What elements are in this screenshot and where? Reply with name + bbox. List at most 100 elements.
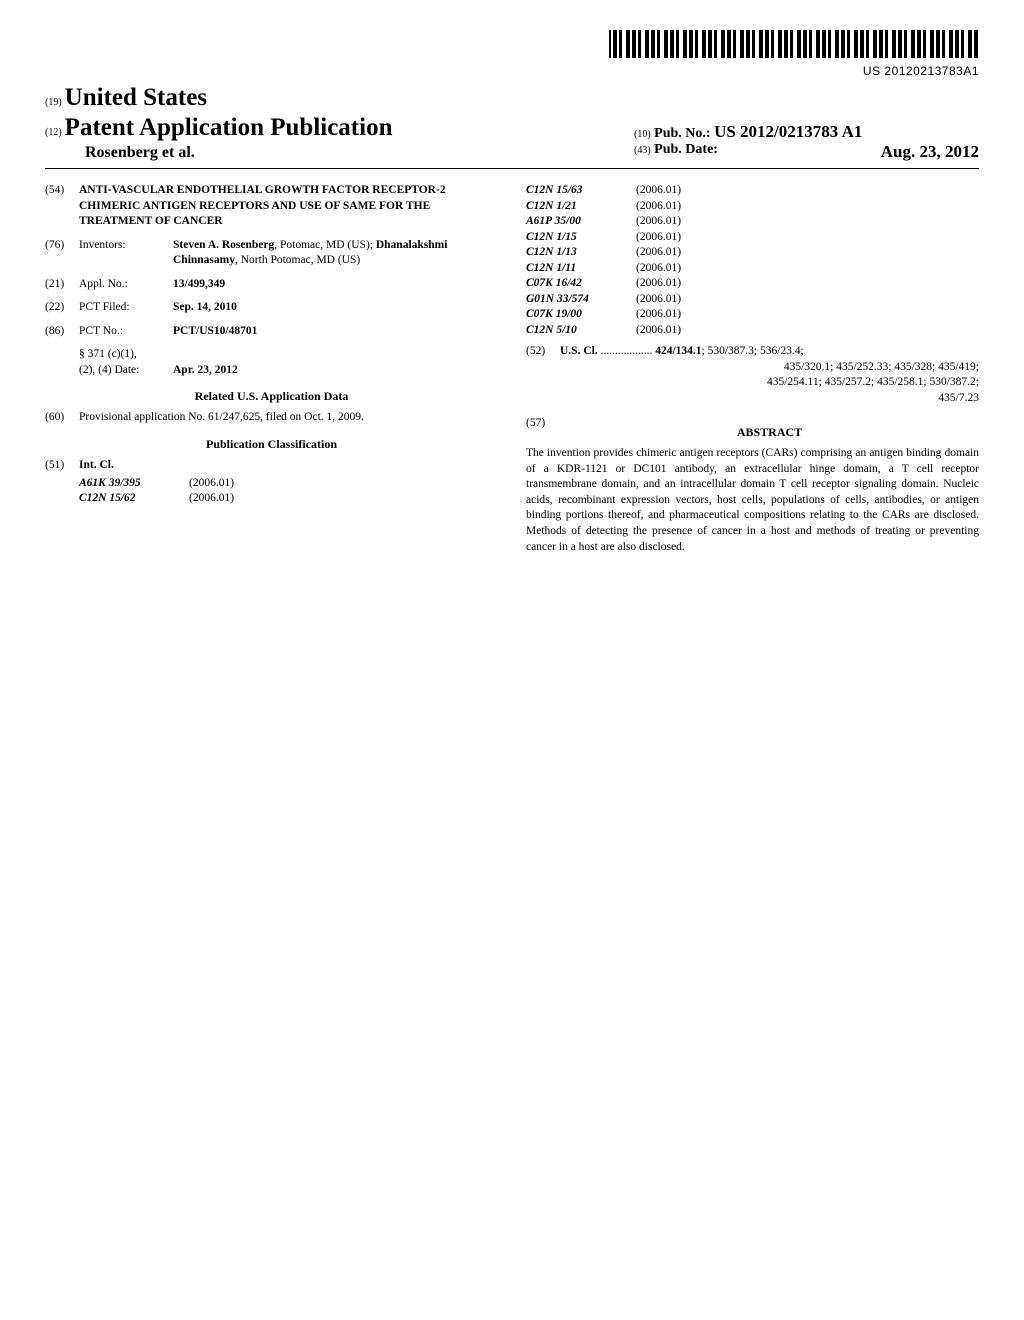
- ipc-code: A61P 35/00: [526, 214, 636, 230]
- ipc-row: A61P 35/00(2006.01): [526, 214, 979, 230]
- prefix-19: (19): [45, 97, 62, 108]
- barcode-number: US 20120213783A1: [45, 64, 979, 78]
- pubno-label: Pub. No.:: [654, 126, 710, 141]
- uscl-1: 424/134.1: [655, 345, 701, 357]
- two-column-body: (54) ANTI-VASCULAR ENDOTHELIAL GROWTH FA…: [45, 183, 979, 555]
- country: United States: [65, 84, 207, 111]
- ipc-year: (2006.01): [636, 276, 979, 292]
- prefix-10: (10): [634, 129, 651, 140]
- inventors-body: Steven A. Rosenberg, Potomac, MD (US); D…: [173, 238, 498, 269]
- ipc-code: A61K 39/395: [79, 476, 189, 492]
- uscl-dots: ..................: [598, 345, 656, 357]
- related-data-head: Related U.S. Application Data: [45, 388, 498, 404]
- section-371: § 371 (c)(1), (2), (4) Date: Apr. 23, 20…: [79, 347, 498, 378]
- code-86: (86): [45, 324, 79, 340]
- code-76: (76): [45, 238, 79, 269]
- pub-class-head: Publication Classification: [45, 436, 498, 452]
- field-51: (51) Int. Cl.: [45, 458, 498, 474]
- ipc-row: C07K 19/00(2006.01): [526, 307, 979, 323]
- uscl-3: 435/254.11; 435/257.2; 435/258.1; 530/38…: [560, 375, 979, 391]
- ipc-code: C12N 1/11: [526, 261, 636, 277]
- code-57: (57): [526, 416, 560, 446]
- ipc-row: C12N 1/13(2006.01): [526, 245, 979, 261]
- ipc-code: C12N 1/15: [526, 230, 636, 246]
- code-21: (21): [45, 277, 79, 293]
- abstract-body: The invention provides chimeric antigen …: [526, 446, 979, 555]
- pubdate-label: Pub. Date:: [654, 142, 718, 157]
- horizontal-rule: [45, 168, 979, 169]
- ipc-row: C07K 16/42(2006.01): [526, 276, 979, 292]
- publication-date: Aug. 23, 2012: [881, 142, 979, 162]
- ipc-code: C07K 19/00: [526, 307, 636, 323]
- label-21: Appl. No.:: [79, 277, 173, 293]
- publication-number: US 2012/0213783 A1: [714, 122, 862, 141]
- ipc-year: (2006.01): [636, 214, 979, 230]
- ipc-year: (2006.01): [189, 491, 498, 507]
- field-52: (52) U.S. Cl. .................. 424/134…: [526, 344, 979, 406]
- field-76: (76) Inventors: Steven A. Rosenberg, Pot…: [45, 238, 498, 269]
- ipc-code: G01N 33/574: [526, 292, 636, 308]
- ipc-code: C12N 1/13: [526, 245, 636, 261]
- code-60: (60): [45, 410, 79, 426]
- s371-line2: (2), (4) Date:: [79, 363, 173, 379]
- ipc-row: C12N 5/10(2006.01): [526, 323, 979, 339]
- ipc-left-list: A61K 39/395 (2006.01) C12N 15/62 (2006.0…: [79, 476, 498, 507]
- field-54: (54) ANTI-VASCULAR ENDOTHELIAL GROWTH FA…: [45, 183, 498, 230]
- label-52: U.S. Cl.: [560, 345, 598, 357]
- ipc-row: C12N 1/15(2006.01): [526, 230, 979, 246]
- label-22: PCT Filed:: [79, 300, 173, 316]
- ipc-year: (2006.01): [636, 183, 979, 199]
- ipc-year: (2006.01): [636, 199, 979, 215]
- ipc-year: (2006.01): [636, 323, 979, 339]
- pct-filed: Sep. 14, 2010: [173, 301, 237, 313]
- abstract-head: ABSTRACT: [560, 424, 979, 440]
- right-column: C12N 15/63(2006.01) C12N 1/21(2006.01) A…: [526, 183, 979, 555]
- ipc-row: G01N 33/574(2006.01): [526, 292, 979, 308]
- ipc-code: C12N 15/63: [526, 183, 636, 199]
- uscl-rest1: ; 530/387.3; 536/23.4;: [702, 345, 804, 357]
- label-51: Int. Cl.: [79, 459, 114, 471]
- header-left: (19) United States (12) Patent Applicati…: [45, 84, 392, 162]
- ipc-row: C12N 1/11(2006.01): [526, 261, 979, 277]
- s371-line1: § 371 (c)(1),: [79, 347, 498, 363]
- appl-no: 13/499,349: [173, 278, 225, 290]
- uscl-body: U.S. Cl. .................. 424/134.1; 5…: [560, 344, 979, 406]
- authors: Rosenberg et al.: [85, 144, 392, 162]
- uscl-2: 435/320.1; 435/252.33; 435/328; 435/419;: [560, 360, 979, 376]
- ipc-code: C12N 1/21: [526, 199, 636, 215]
- ipc-row: C12N 1/21(2006.01): [526, 199, 979, 215]
- s371-date: Apr. 23, 2012: [173, 364, 238, 376]
- provisional-body: Provisional application No. 61/247,625, …: [79, 410, 498, 426]
- document-header: (19) United States (12) Patent Applicati…: [45, 84, 979, 162]
- ipc-year: (2006.01): [636, 307, 979, 323]
- prefix-43: (43): [634, 145, 651, 156]
- inventor-2-loc: , North Potomac, MD (US): [235, 254, 360, 266]
- ipc-code: C12N 5/10: [526, 323, 636, 339]
- field-57: (57) ABSTRACT: [526, 416, 979, 446]
- left-column: (54) ANTI-VASCULAR ENDOTHELIAL GROWTH FA…: [45, 183, 498, 555]
- ipc-right-list: C12N 15/63(2006.01) C12N 1/21(2006.01) A…: [526, 183, 979, 338]
- ipc-row: A61K 39/395 (2006.01): [79, 476, 498, 492]
- field-60: (60) Provisional application No. 61/247,…: [45, 410, 498, 426]
- barcode-graphic: [609, 30, 979, 58]
- publication-title: Patent Application Publication: [65, 114, 393, 141]
- label-76: Inventors:: [79, 238, 173, 269]
- ipc-year: (2006.01): [636, 230, 979, 246]
- code-22: (22): [45, 300, 79, 316]
- uscl-4: 435/7.23: [560, 391, 979, 407]
- prefix-12: (12): [45, 127, 62, 138]
- ipc-year: (2006.01): [636, 292, 979, 308]
- code-54: (54): [45, 183, 79, 230]
- invention-title: ANTI-VASCULAR ENDOTHELIAL GROWTH FACTOR …: [79, 183, 498, 230]
- ipc-code: C12N 15/62: [79, 491, 189, 507]
- field-22: (22) PCT Filed: Sep. 14, 2010: [45, 300, 498, 316]
- field-86: (86) PCT No.: PCT/US10/48701: [45, 324, 498, 340]
- code-52: (52): [526, 344, 560, 406]
- header-right: (10) Pub. No.: US 2012/0213783 A1 (43) P…: [634, 122, 979, 162]
- pct-no: PCT/US10/48701: [173, 325, 257, 337]
- ipc-code: C07K 16/42: [526, 276, 636, 292]
- code-51: (51): [45, 458, 79, 474]
- inventor-1: Steven A. Rosenberg: [173, 239, 274, 251]
- ipc-row: C12N 15/62 (2006.01): [79, 491, 498, 507]
- ipc-year: (2006.01): [636, 245, 979, 261]
